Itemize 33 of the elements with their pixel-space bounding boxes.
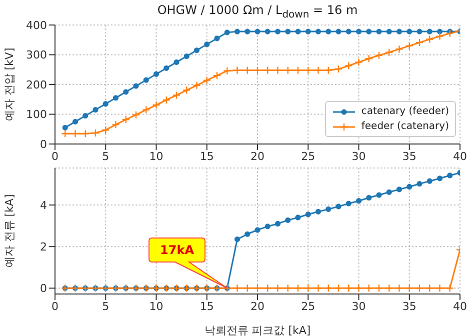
- x-tick-label: 20: [250, 150, 264, 163]
- x-tick-label: 40: [453, 300, 467, 313]
- x-tick-label: 5: [102, 300, 110, 313]
- x-tick-label: 30: [352, 300, 366, 313]
- x-tick-label: 20: [250, 300, 264, 313]
- y-tick-label: 200: [26, 78, 47, 92]
- y-tick-label: 0: [40, 282, 47, 296]
- y-tick-label: 2: [40, 240, 47, 254]
- x-tick-label: 35: [402, 150, 416, 163]
- y-tick-label: 100: [26, 108, 47, 122]
- x-tick-label: 15: [200, 300, 214, 313]
- x-tick-label: 5: [102, 150, 110, 163]
- chart-title: OHGW / 1000 Ωm / L$_{down}$ = 16 m: [156, 3, 359, 20]
- x-tick-label: 0: [52, 300, 58, 313]
- x-tick-label: 25: [301, 150, 316, 163]
- annotation: 17kA: [160, 243, 195, 257]
- y-tick-label: 300: [26, 48, 47, 62]
- y-tick-label: 400: [26, 18, 47, 32]
- x-tick-label: 35: [402, 300, 416, 313]
- legend-label: catenary (feeder): [361, 105, 449, 119]
- legend-label: feeder (catenary): [361, 120, 449, 134]
- x-tick-label: 40: [453, 150, 467, 163]
- x-tick-label: 10: [149, 300, 164, 313]
- x-tick-label: 10: [149, 150, 164, 163]
- y-axis-title: 예자 전압 [kV]: [2, 48, 16, 122]
- x-axis-title: 낙뢰전류 피크값 [kA]: [204, 324, 311, 336]
- y-tick-label: 0: [40, 138, 47, 151]
- x-tick-label: 25: [301, 300, 316, 313]
- y-tick-label: 4: [40, 198, 47, 212]
- x-tick-label: 15: [200, 150, 214, 163]
- y-axis-title: 예자 전류 [kA]: [2, 194, 16, 268]
- x-tick-label: 0: [52, 150, 58, 163]
- x-tick-label: 30: [352, 150, 366, 163]
